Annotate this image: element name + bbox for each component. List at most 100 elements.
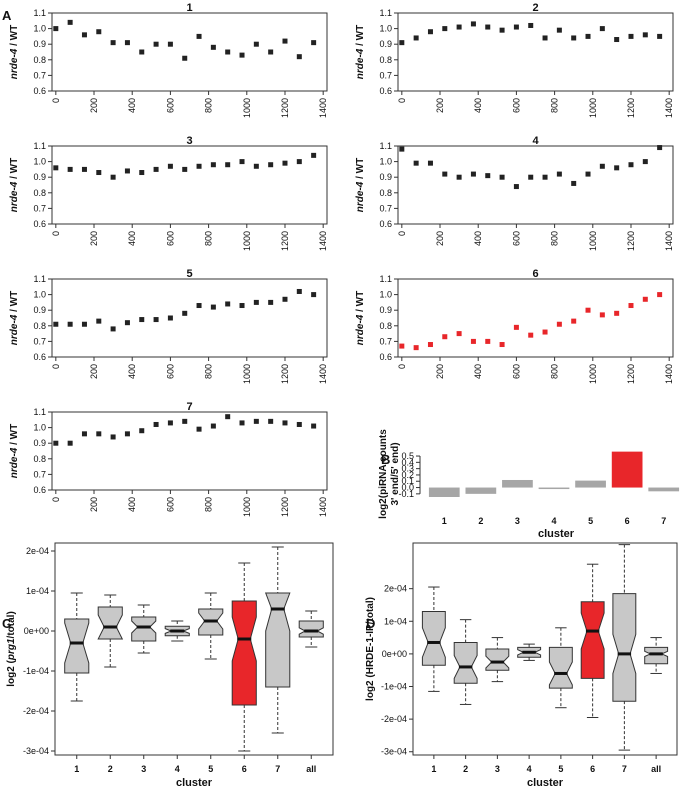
x-tick-label: 1400 [664, 98, 674, 118]
x-tick-label: 400 [127, 98, 137, 113]
data-point [110, 40, 116, 46]
scatter-panel-5: 5 0.6 0.7 0.8 0.9 1.0 1.1 0 200 400 600 800 1000 1200… [9, 268, 328, 384]
data-point [96, 431, 102, 437]
data-point [427, 29, 433, 35]
data-point [470, 171, 476, 177]
x-tick-label: 200 [435, 98, 445, 113]
x-tick-label: 1000 [242, 364, 252, 384]
data-point [225, 162, 231, 168]
y-tick-label: 0.6 [33, 352, 46, 362]
data-point [296, 54, 302, 60]
y-tick-label: 0.7 [379, 203, 392, 213]
data-point [571, 318, 577, 324]
data-point [311, 292, 317, 298]
x-tick-label: 1200 [626, 231, 636, 251]
data-point [485, 173, 491, 179]
panel-title: 5 [186, 268, 192, 280]
y-tick-label: 1.1 [379, 8, 392, 18]
panel-title: 7 [186, 401, 192, 413]
data-point [628, 303, 634, 309]
data-point [210, 304, 216, 310]
plot-frame [397, 278, 674, 358]
y-tick-label: 0.1 [401, 476, 414, 486]
x-tick-label: 400 [127, 497, 137, 512]
y-axis-label: log2 (prg1/total) [6, 611, 17, 687]
data-point [571, 35, 577, 41]
box [131, 616, 157, 642]
y-tick-label: 0.7 [33, 336, 46, 346]
data-point [542, 174, 548, 180]
data-point [167, 315, 173, 321]
data-point [399, 343, 405, 349]
x-tick-label: 2 [463, 764, 468, 774]
x-tick-label: all [306, 764, 316, 774]
data-point [427, 160, 433, 166]
data-point [499, 27, 505, 33]
data-point [542, 329, 548, 335]
x-tick-label: 1000 [242, 231, 252, 251]
data-point [182, 166, 188, 172]
x-tick-label: 0 [397, 364, 407, 369]
panel-title: 4 [532, 135, 539, 147]
y-tick-label: 0.0 [401, 483, 414, 493]
y-tick-label: 0.6 [379, 352, 392, 362]
data-point [139, 428, 145, 434]
data-point [253, 41, 259, 47]
x-tick-label: 6 [590, 764, 595, 774]
data-point [81, 321, 87, 327]
y-tick-label: -0.1 [398, 489, 414, 499]
data-point [124, 320, 130, 326]
y-label-italic: nrde-4 [355, 314, 366, 345]
data-point [470, 338, 476, 344]
bar-chart-b: -0.10.00.10.20.30.40.5 1 2 3 4 5 6 7 cluster log2… [378, 429, 680, 540]
y-label-rest: / WT [9, 158, 20, 182]
bar [648, 487, 680, 492]
data-point [599, 312, 605, 318]
y-axis-label: nrde-4 / WT [9, 158, 20, 212]
x-tick-label: 200 [435, 231, 445, 246]
data-point [585, 33, 591, 39]
y-tick-label: 0.7 [33, 203, 46, 213]
x-tick-label: 1400 [318, 364, 328, 384]
data-point [67, 166, 73, 172]
y-tick-label: 0.7 [33, 469, 46, 479]
data-point [657, 292, 663, 298]
x-tick-label: 1200 [280, 231, 290, 251]
y-axis-label: nrde-4 / WT [355, 25, 366, 79]
x-tick-label: 5 [588, 516, 593, 526]
data-point [182, 310, 188, 316]
data-point [399, 146, 405, 152]
data-point [196, 303, 202, 309]
x-tick-label: 400 [127, 364, 137, 379]
x-tick-label: 600 [511, 364, 521, 379]
data-point [470, 21, 476, 27]
y-tick-label: 0.3 [401, 464, 414, 474]
box [580, 601, 605, 679]
x-tick-label: 200 [89, 364, 99, 379]
x-tick-label: 200 [89, 497, 99, 512]
y-tick-label: 0.6 [379, 219, 392, 229]
data-point [657, 33, 663, 39]
x-tick-label: 600 [165, 98, 175, 113]
y-label-italic: nrde-4 [355, 181, 366, 212]
x-tick-label: 0 [397, 231, 407, 236]
y-axis-label: nrde-4 / WT [9, 25, 20, 79]
data-point [153, 41, 159, 47]
panel-letter-a: A [2, 8, 12, 23]
data-point [427, 342, 433, 348]
data-point [456, 174, 462, 180]
x-tick-label: 3 [141, 764, 146, 774]
data-point [585, 171, 591, 177]
x-tick-label: 1200 [280, 98, 290, 118]
bar [465, 487, 497, 494]
x-tick-label: 7 [275, 764, 280, 774]
x-tick-label: 4 [527, 764, 532, 774]
y-tick-label: 0.9 [33, 39, 46, 49]
box [64, 618, 90, 674]
y-tick-label: -3e-04 [381, 747, 407, 757]
y-tick-label: 0.9 [379, 172, 392, 182]
data-point [67, 19, 73, 25]
data-point [196, 163, 202, 169]
data-point [110, 326, 116, 332]
y-tick-label: 0.4 [401, 457, 414, 467]
